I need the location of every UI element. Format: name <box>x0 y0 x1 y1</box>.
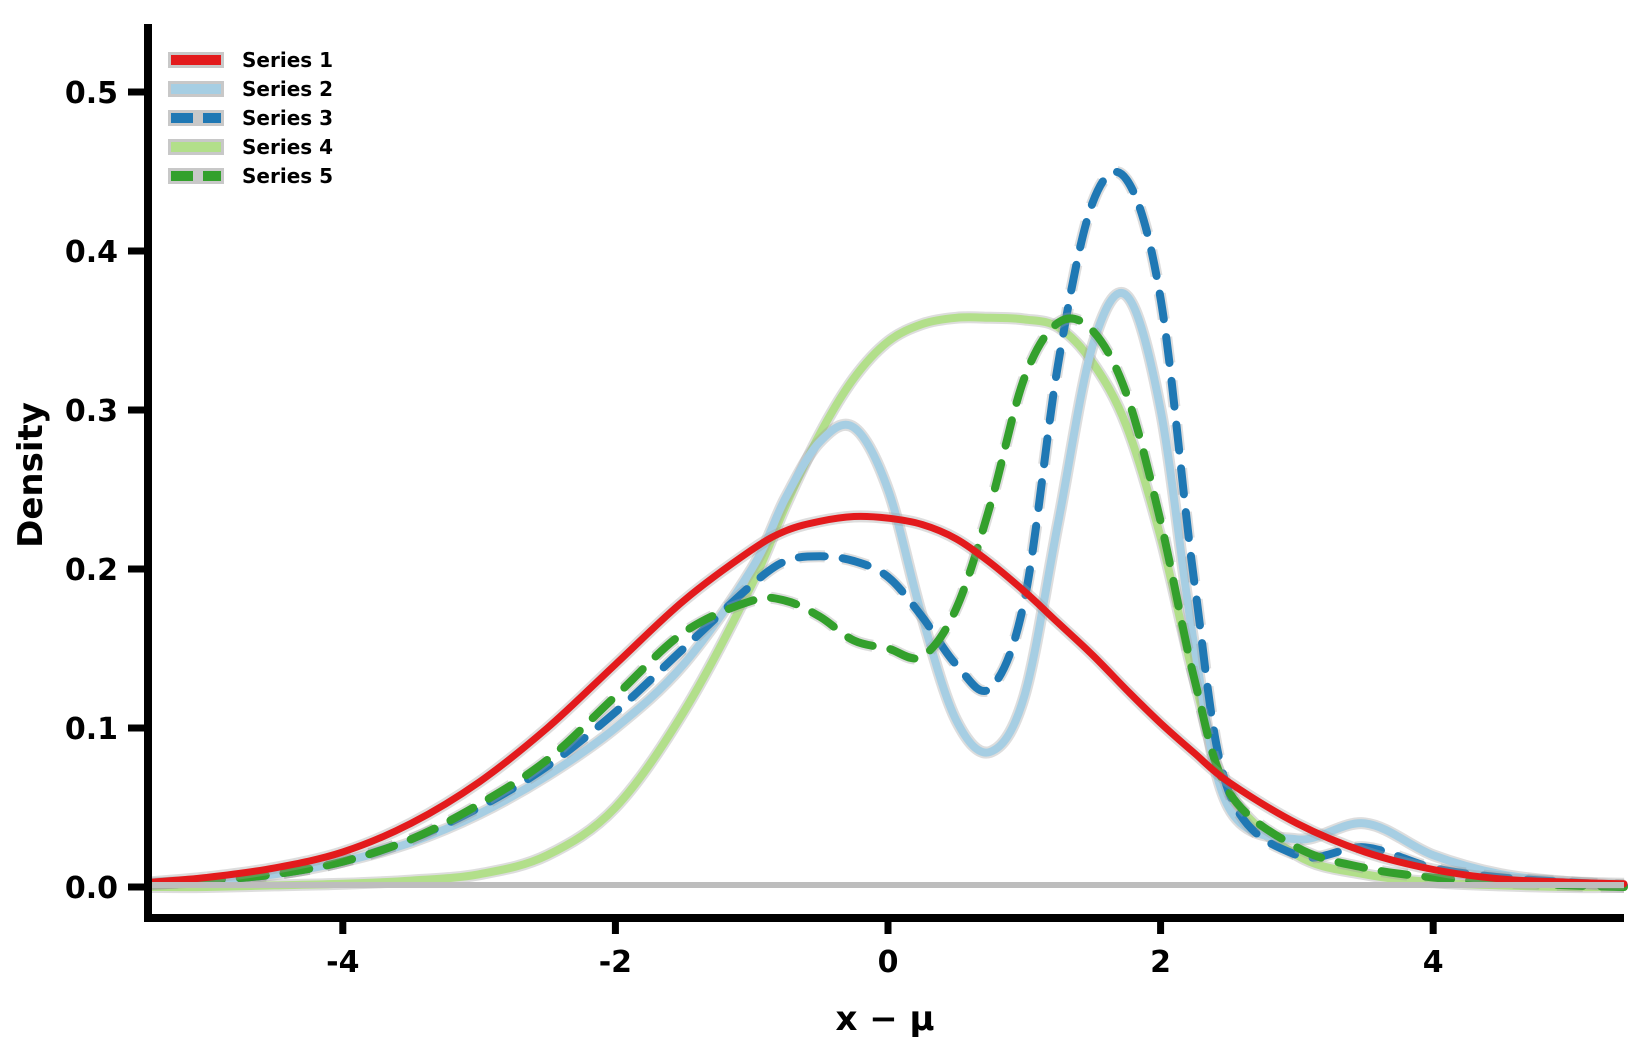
x-tick-label: 0 <box>878 945 899 980</box>
curve-series-5 <box>148 314 1628 891</box>
legend-item: Series 5 <box>168 164 333 188</box>
x-ticks: -4 -2 0 2 4 <box>326 918 1444 980</box>
x-tick-label: 2 <box>1150 945 1171 980</box>
curve-series-4 <box>148 313 1628 892</box>
plot-curves <box>148 165 1628 894</box>
y-tick-label: 0.5 <box>65 76 118 111</box>
legend-item: Series 4 <box>168 135 333 159</box>
legend-item: Series 3 <box>168 106 333 130</box>
y-tick-label: 0.4 <box>65 235 118 270</box>
x-tick-label: -4 <box>326 945 359 980</box>
legend-label: Series 5 <box>242 164 333 188</box>
legend: Series 1 Series 2 Series 3 Series 4 Series 5 <box>168 48 333 188</box>
x-tick-label: -2 <box>599 945 632 980</box>
legend-item: Series 1 <box>168 48 333 72</box>
legend-label: Series 4 <box>242 135 333 159</box>
y-tick-label: 0.2 <box>65 553 118 588</box>
y-axis-title: Density <box>11 402 51 548</box>
curve-series-1 <box>148 512 1628 888</box>
x-axis-title: x − μ <box>835 999 934 1039</box>
legend-item: Series 2 <box>168 77 333 101</box>
x-tick-label: 4 <box>1423 945 1444 980</box>
legend-label: Series 1 <box>242 48 333 72</box>
legend-label: Series 2 <box>242 77 333 101</box>
y-tick-label: 0.0 <box>65 871 118 906</box>
y-tick-label: 0.3 <box>65 394 118 429</box>
y-tick-label: 0.1 <box>65 712 118 747</box>
y-ticks: 0.0 0.1 0.2 0.3 0.4 0.5 <box>65 76 148 906</box>
curve-series-3 <box>148 167 1628 890</box>
legend-label: Series 3 <box>242 106 333 130</box>
curve-series-2 <box>148 289 1628 890</box>
